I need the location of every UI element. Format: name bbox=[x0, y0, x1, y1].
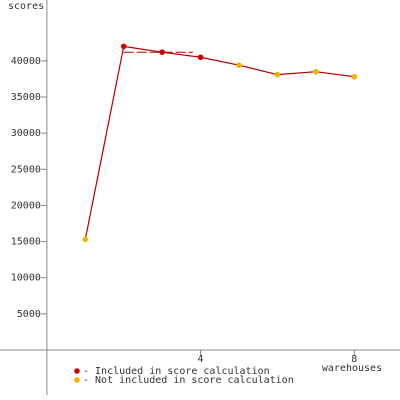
data-point bbox=[197, 54, 204, 61]
legend-label: - Not included in score calculation bbox=[83, 375, 294, 386]
x-tick-label: 8 bbox=[351, 354, 357, 365]
y-tick-label: 5000 bbox=[17, 309, 41, 320]
legend-label: - Included in score calculation bbox=[83, 366, 270, 377]
data-point bbox=[313, 68, 319, 75]
y-tick-label: 10000 bbox=[11, 273, 41, 284]
data-point bbox=[159, 49, 165, 55]
legend-marker bbox=[74, 377, 80, 383]
y-tick-label: 35000 bbox=[11, 92, 41, 103]
data-point bbox=[120, 43, 127, 50]
legend-marker bbox=[74, 368, 80, 374]
x-tick-label: 4 bbox=[198, 354, 204, 365]
score-line-path bbox=[84, 45, 355, 240]
y-tick-label: 20000 bbox=[11, 200, 41, 211]
data-point bbox=[236, 62, 242, 69]
y-tick-label: 25000 bbox=[11, 164, 41, 175]
data-point bbox=[351, 73, 358, 80]
y-tick-label: 15000 bbox=[11, 237, 41, 248]
x-axis-label: warehouses bbox=[322, 363, 382, 374]
data-point bbox=[274, 71, 281, 78]
y-axis-label: scores bbox=[8, 1, 44, 12]
data-point bbox=[82, 236, 89, 243]
y-tick-label: 30000 bbox=[11, 128, 41, 139]
y-tick-label: 40000 bbox=[11, 56, 41, 67]
